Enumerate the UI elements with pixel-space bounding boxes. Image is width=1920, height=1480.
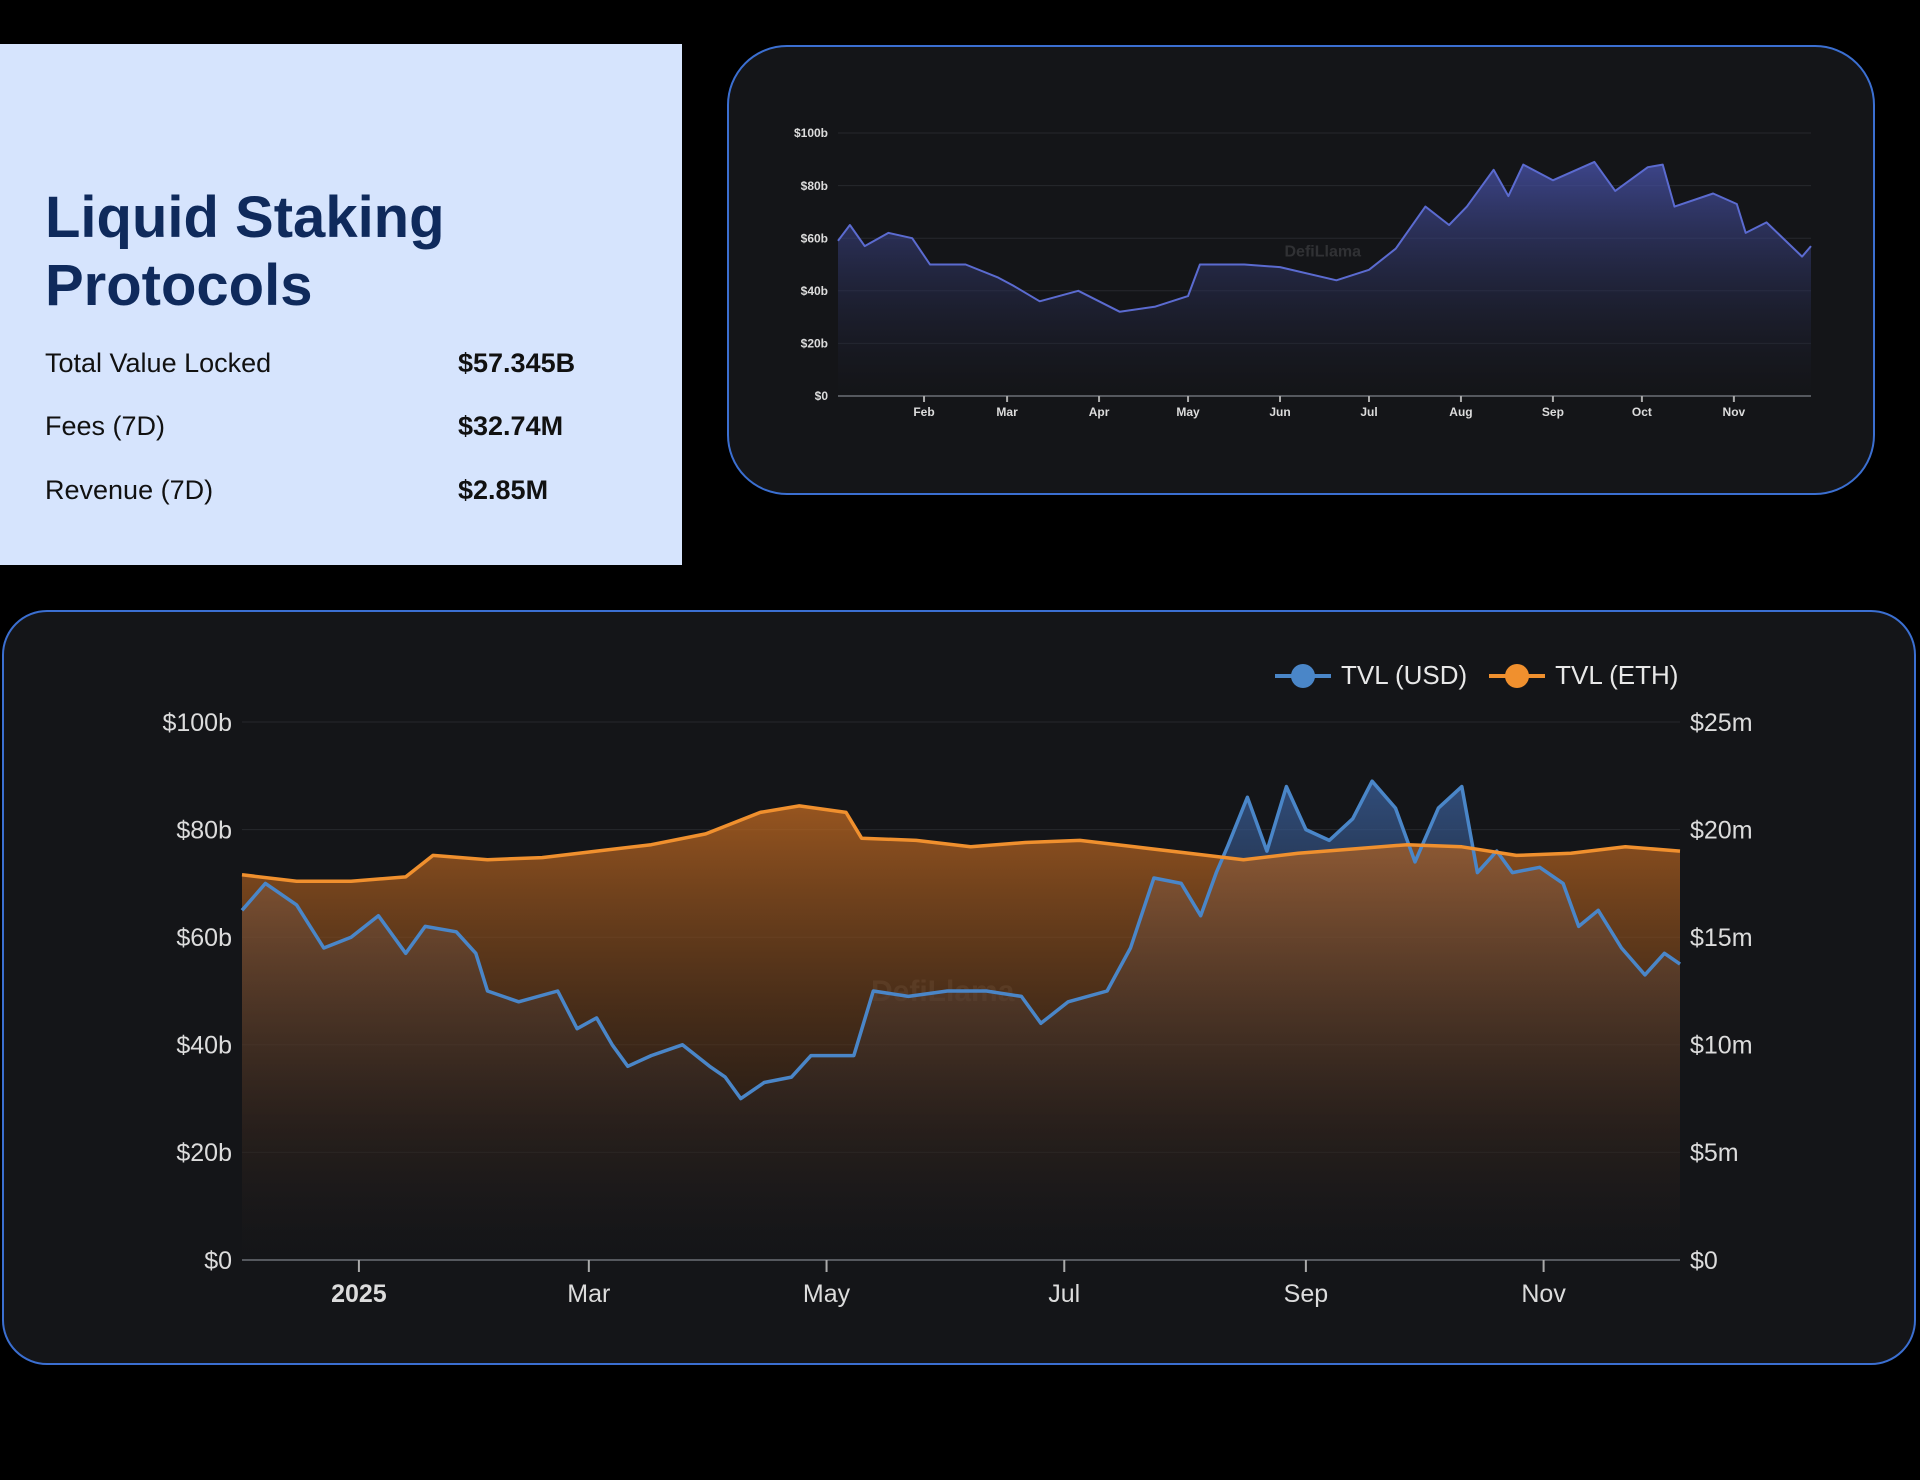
- y-tick-label: $0: [204, 1247, 232, 1275]
- page-title: Liquid Staking Protocols: [45, 185, 445, 318]
- y-right-tick-label: $25m: [1690, 709, 1753, 737]
- y-right-tick-label: $15m: [1690, 924, 1753, 952]
- watermark-logo: DefiLlama: [1285, 244, 1362, 261]
- y-tick-label: $20b: [176, 1139, 232, 1167]
- y-tick-label: $20b: [801, 337, 828, 351]
- series-area: [838, 161, 1811, 396]
- x-tick-label: Sep: [1284, 1280, 1328, 1308]
- legend-label: TVL (USD): [1341, 660, 1468, 690]
- y-right-tick-label: $20m: [1690, 816, 1753, 844]
- x-tick-label: Jul: [1048, 1280, 1080, 1308]
- metric-value: $2.85M: [458, 475, 549, 505]
- tvl-chart-card: $0 $20b $40b $60b $80b $100b DefiLlama Feb Mar Ap…: [727, 45, 1875, 495]
- metric-label: Total Value Locked: [45, 348, 272, 378]
- x-tick-label: Mar: [996, 405, 1018, 419]
- metric-value: $32.74M: [458, 411, 564, 441]
- series-line: [241, 804, 1681, 883]
- series-line: [240, 779, 1681, 1101]
- series-line: [837, 160, 1812, 313]
- legend-marker-icon: [1275, 663, 1331, 689]
- metric-label: Fees (7D): [45, 411, 166, 441]
- tvl-area-chart[interactable]: $0 $20b $40b $60b $80b $100b DefiLlama Feb Mar Ap…: [729, 47, 1877, 497]
- x-tick-label: Mar: [567, 1280, 610, 1308]
- y-tick-label: $60b: [801, 231, 828, 245]
- legend-label: TVL (ETH): [1555, 660, 1679, 690]
- y-tick-label: $80b: [801, 179, 828, 193]
- x-tick-label: 2025: [331, 1280, 387, 1308]
- legend-item-usd[interactable]: TVL (USD): [1275, 660, 1467, 691]
- tvl-dual-axis-chart[interactable]: $0 $20b $40b $60b $80b $100b $0 $5m $10m $15m $20m…: [4, 612, 1918, 1367]
- y-right-tick-label: $10m: [1690, 1032, 1753, 1060]
- metric-value: $57.345B: [458, 348, 576, 378]
- y-tick-label: $0: [815, 389, 829, 403]
- x-tick-label: Aug: [1449, 405, 1472, 419]
- x-tick-label: Nov: [1723, 405, 1746, 419]
- metric-label: Revenue (7D): [45, 475, 214, 505]
- y-tick-label: $40b: [801, 284, 828, 298]
- summary-panel: Liquid Staking Protocols Total Value Loc…: [0, 44, 682, 565]
- x-tick-label: May: [1176, 405, 1200, 419]
- chart-legend: TVL (USD) TVL (ETH): [1275, 660, 1688, 691]
- x-tick-label: Sep: [1542, 405, 1564, 419]
- series-area: [242, 805, 1680, 1260]
- x-tick-label: Nov: [1521, 1280, 1566, 1308]
- y-tick-label: $100b: [162, 709, 232, 737]
- x-tick-label: May: [803, 1280, 851, 1308]
- x-tick-label: Apr: [1089, 405, 1110, 419]
- y-tick-label: $60b: [176, 924, 232, 952]
- x-tick-label: Feb: [913, 405, 934, 419]
- y-tick-label: $100b: [794, 126, 828, 140]
- y-tick-label: $80b: [176, 816, 232, 844]
- x-tick-label: Jul: [1360, 405, 1377, 419]
- legend-marker-icon: [1489, 663, 1546, 689]
- y-right-tick-label: $0: [1690, 1247, 1718, 1275]
- y-tick-label: $40b: [176, 1032, 232, 1060]
- tvl-comparison-card: $0 $20b $40b $60b $80b $100b $0 $5m $10m $15m $20m…: [2, 610, 1916, 1365]
- x-tick-label: Jun: [1269, 405, 1290, 419]
- legend-item-eth[interactable]: TVL (ETH): [1489, 660, 1678, 691]
- x-tick-label: Oct: [1632, 405, 1652, 419]
- y-right-tick-label: $5m: [1690, 1139, 1739, 1167]
